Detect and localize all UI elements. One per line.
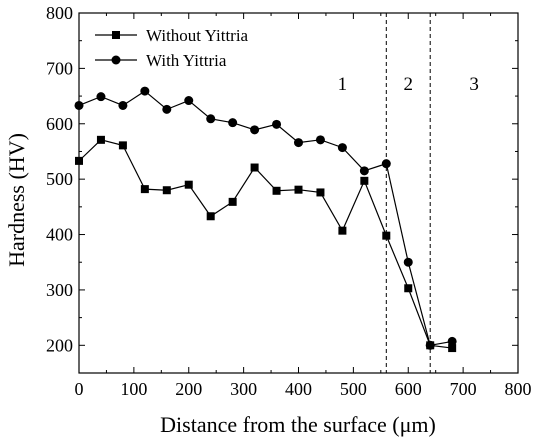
x-tick-label: 300	[230, 379, 257, 399]
y-tick-label: 600	[46, 114, 73, 134]
x-tick-label: 200	[175, 379, 202, 399]
x-tick-label: 600	[395, 379, 422, 399]
data-point	[74, 100, 84, 110]
y-tick-label: 400	[46, 225, 73, 245]
legend: Without Yittria With Yittria	[95, 26, 249, 70]
y-tick-label: 700	[46, 58, 73, 78]
y-tick-label: 200	[46, 335, 73, 355]
data-series	[74, 86, 457, 353]
axes: 0 100 200 300 400 500 600 700 800 200 300 400 500 600…	[46, 3, 532, 399]
legend-marker	[112, 31, 120, 39]
x-tick-label: 800	[505, 379, 532, 399]
data-point	[184, 180, 193, 189]
series-line	[78, 139, 453, 349]
series-with-yittria	[74, 86, 457, 350]
y-tick-label: 300	[46, 280, 73, 300]
y-axis-title: Hardness (HV)	[4, 133, 29, 267]
region-dividers	[385, 13, 431, 373]
y-tick-label: 500	[46, 169, 73, 189]
data-point	[272, 119, 282, 129]
data-point	[228, 118, 238, 128]
data-point	[447, 336, 457, 346]
legend-marker	[111, 55, 121, 65]
data-point	[250, 125, 260, 135]
data-point	[96, 135, 105, 144]
data-point	[315, 135, 325, 145]
data-point	[403, 257, 413, 267]
region-label-3: 3	[469, 74, 479, 95]
data-point	[162, 186, 171, 195]
data-point	[360, 176, 369, 185]
data-point	[206, 212, 215, 221]
x-tick-label: 500	[340, 379, 367, 399]
data-point	[382, 231, 391, 240]
region-label-2: 2	[404, 74, 414, 95]
data-point	[118, 141, 127, 150]
data-point	[96, 92, 106, 102]
legend-label: With Yittria	[146, 51, 227, 70]
y-tick-label: 800	[46, 3, 73, 23]
data-point	[448, 344, 457, 353]
data-point	[425, 340, 435, 350]
series-without-yittria	[75, 135, 457, 353]
data-point	[404, 284, 413, 293]
series-line	[78, 90, 453, 346]
data-point	[381, 159, 391, 169]
data-point	[316, 188, 325, 197]
legend-label: Without Yittria	[146, 26, 249, 45]
data-point	[272, 186, 281, 195]
region-label-1: 1	[338, 74, 348, 95]
data-point	[338, 226, 347, 235]
data-point	[184, 96, 194, 106]
data-point	[162, 104, 172, 114]
data-point	[294, 185, 303, 194]
data-point	[337, 143, 347, 153]
region-labels: 1 2 3	[338, 74, 479, 95]
data-point	[118, 100, 128, 110]
data-point	[140, 185, 149, 194]
x-tick-label: 700	[450, 379, 477, 399]
data-point	[228, 197, 237, 206]
data-point	[294, 138, 303, 148]
x-axis-title: Distance from the surface (μm)	[160, 412, 436, 437]
data-point	[140, 86, 150, 96]
x-tick-label: 100	[120, 379, 147, 399]
data-point	[75, 156, 83, 165]
data-point	[250, 163, 259, 172]
x-tick-label: 400	[285, 379, 312, 399]
data-point	[206, 114, 216, 124]
data-point	[359, 166, 369, 176]
x-tick-label: 0	[75, 379, 84, 399]
